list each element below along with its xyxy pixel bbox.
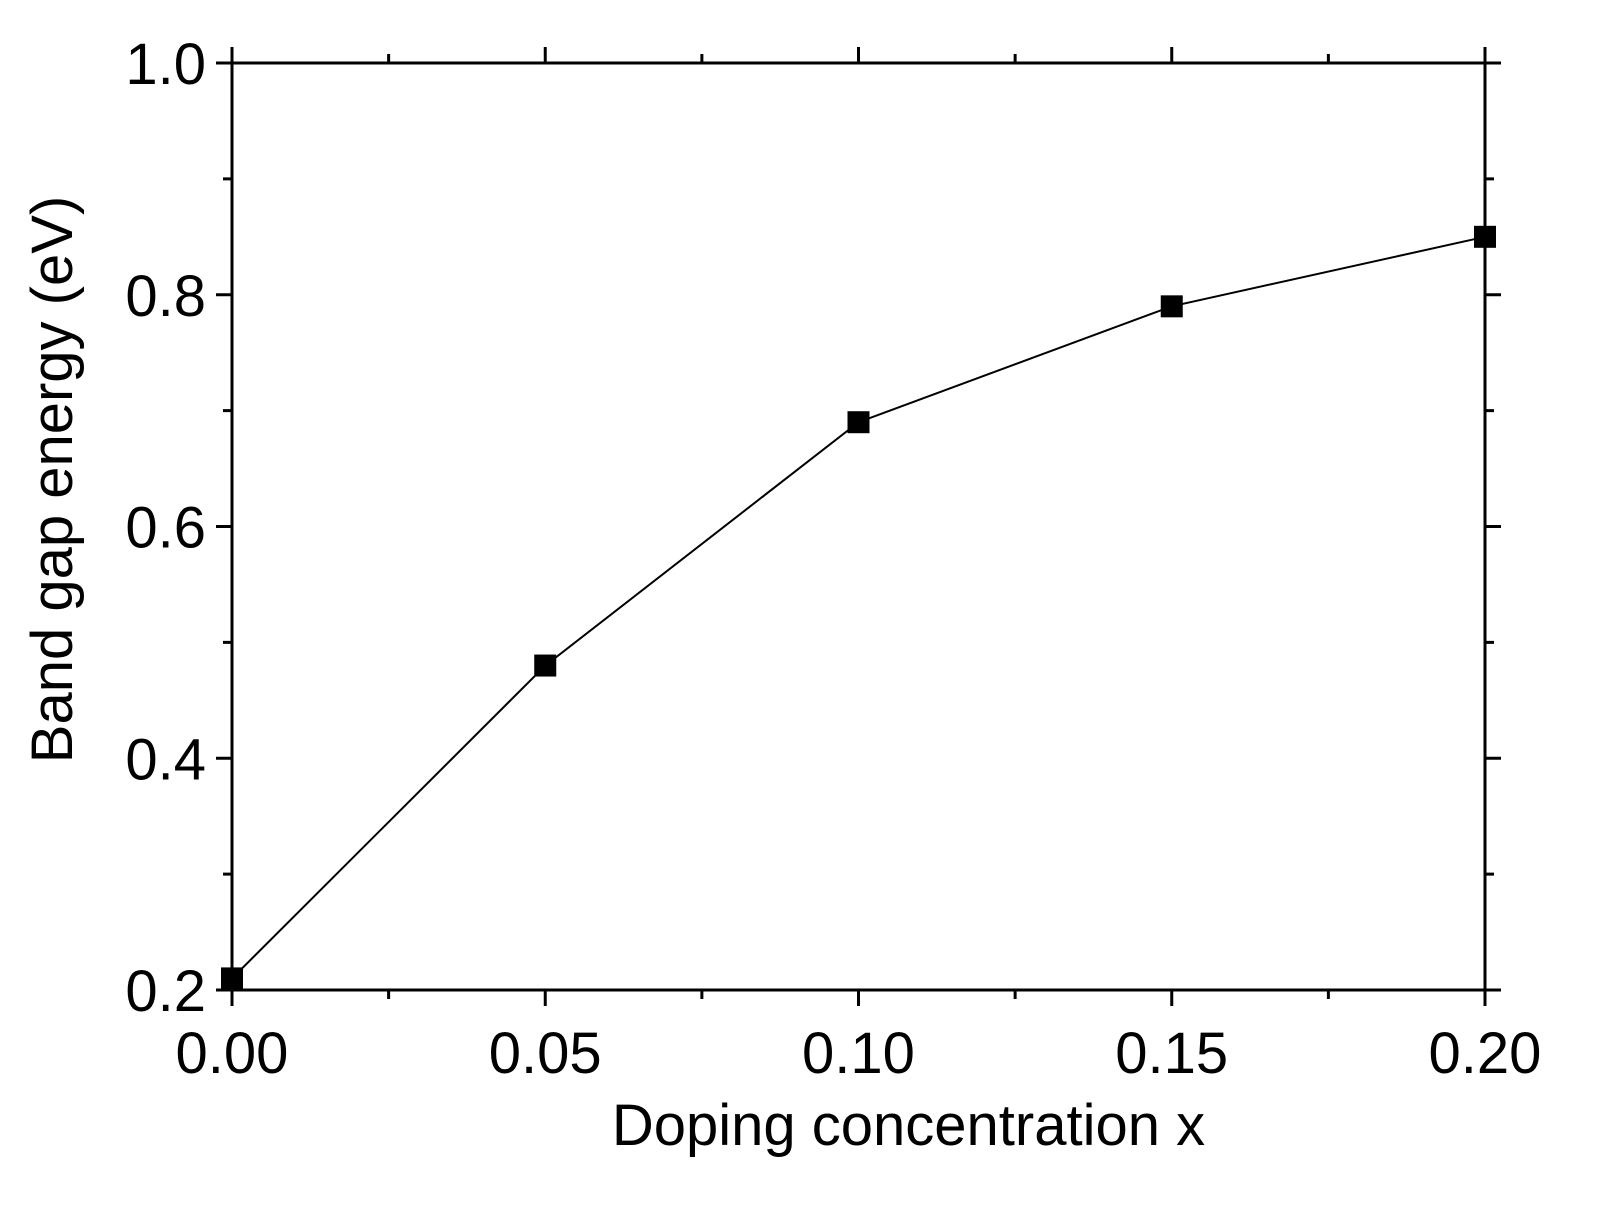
minor-ticks [223, 54, 1494, 999]
y-tick-label: 0.8 [125, 264, 206, 329]
series-line [231, 235, 1486, 980]
x-tick-label: 0.05 [489, 1021, 602, 1086]
y-tick-label: 1.0 [125, 32, 206, 97]
x-tick-labels: 0.00 0.05 0.10 0.15 0.20 [176, 1021, 1542, 1086]
x-tick-label: 0.00 [176, 1021, 289, 1086]
y-axis-title: Band gap energy (eV) [20, 196, 85, 763]
y-tick-label: 0.6 [125, 496, 206, 561]
data-point-marker [1160, 295, 1183, 318]
data-point-marker [534, 654, 557, 677]
x-axis-title: Doping concentration x [612, 1093, 1205, 1158]
y-tick-label: 0.2 [125, 959, 206, 1024]
series-layer [221, 225, 1496, 990]
x-tick-label: 0.10 [802, 1021, 915, 1086]
y-tick-labels: 0.2 0.4 0.6 0.8 1.0 [125, 32, 206, 1024]
x-tick-label: 0.15 [1115, 1021, 1228, 1086]
plot-frame [230, 61, 1487, 992]
data-point-marker [847, 411, 870, 434]
y-tick-label: 0.4 [125, 727, 206, 792]
x-tick-label: 0.20 [1429, 1021, 1542, 1086]
major-ticks [216, 47, 1501, 1006]
